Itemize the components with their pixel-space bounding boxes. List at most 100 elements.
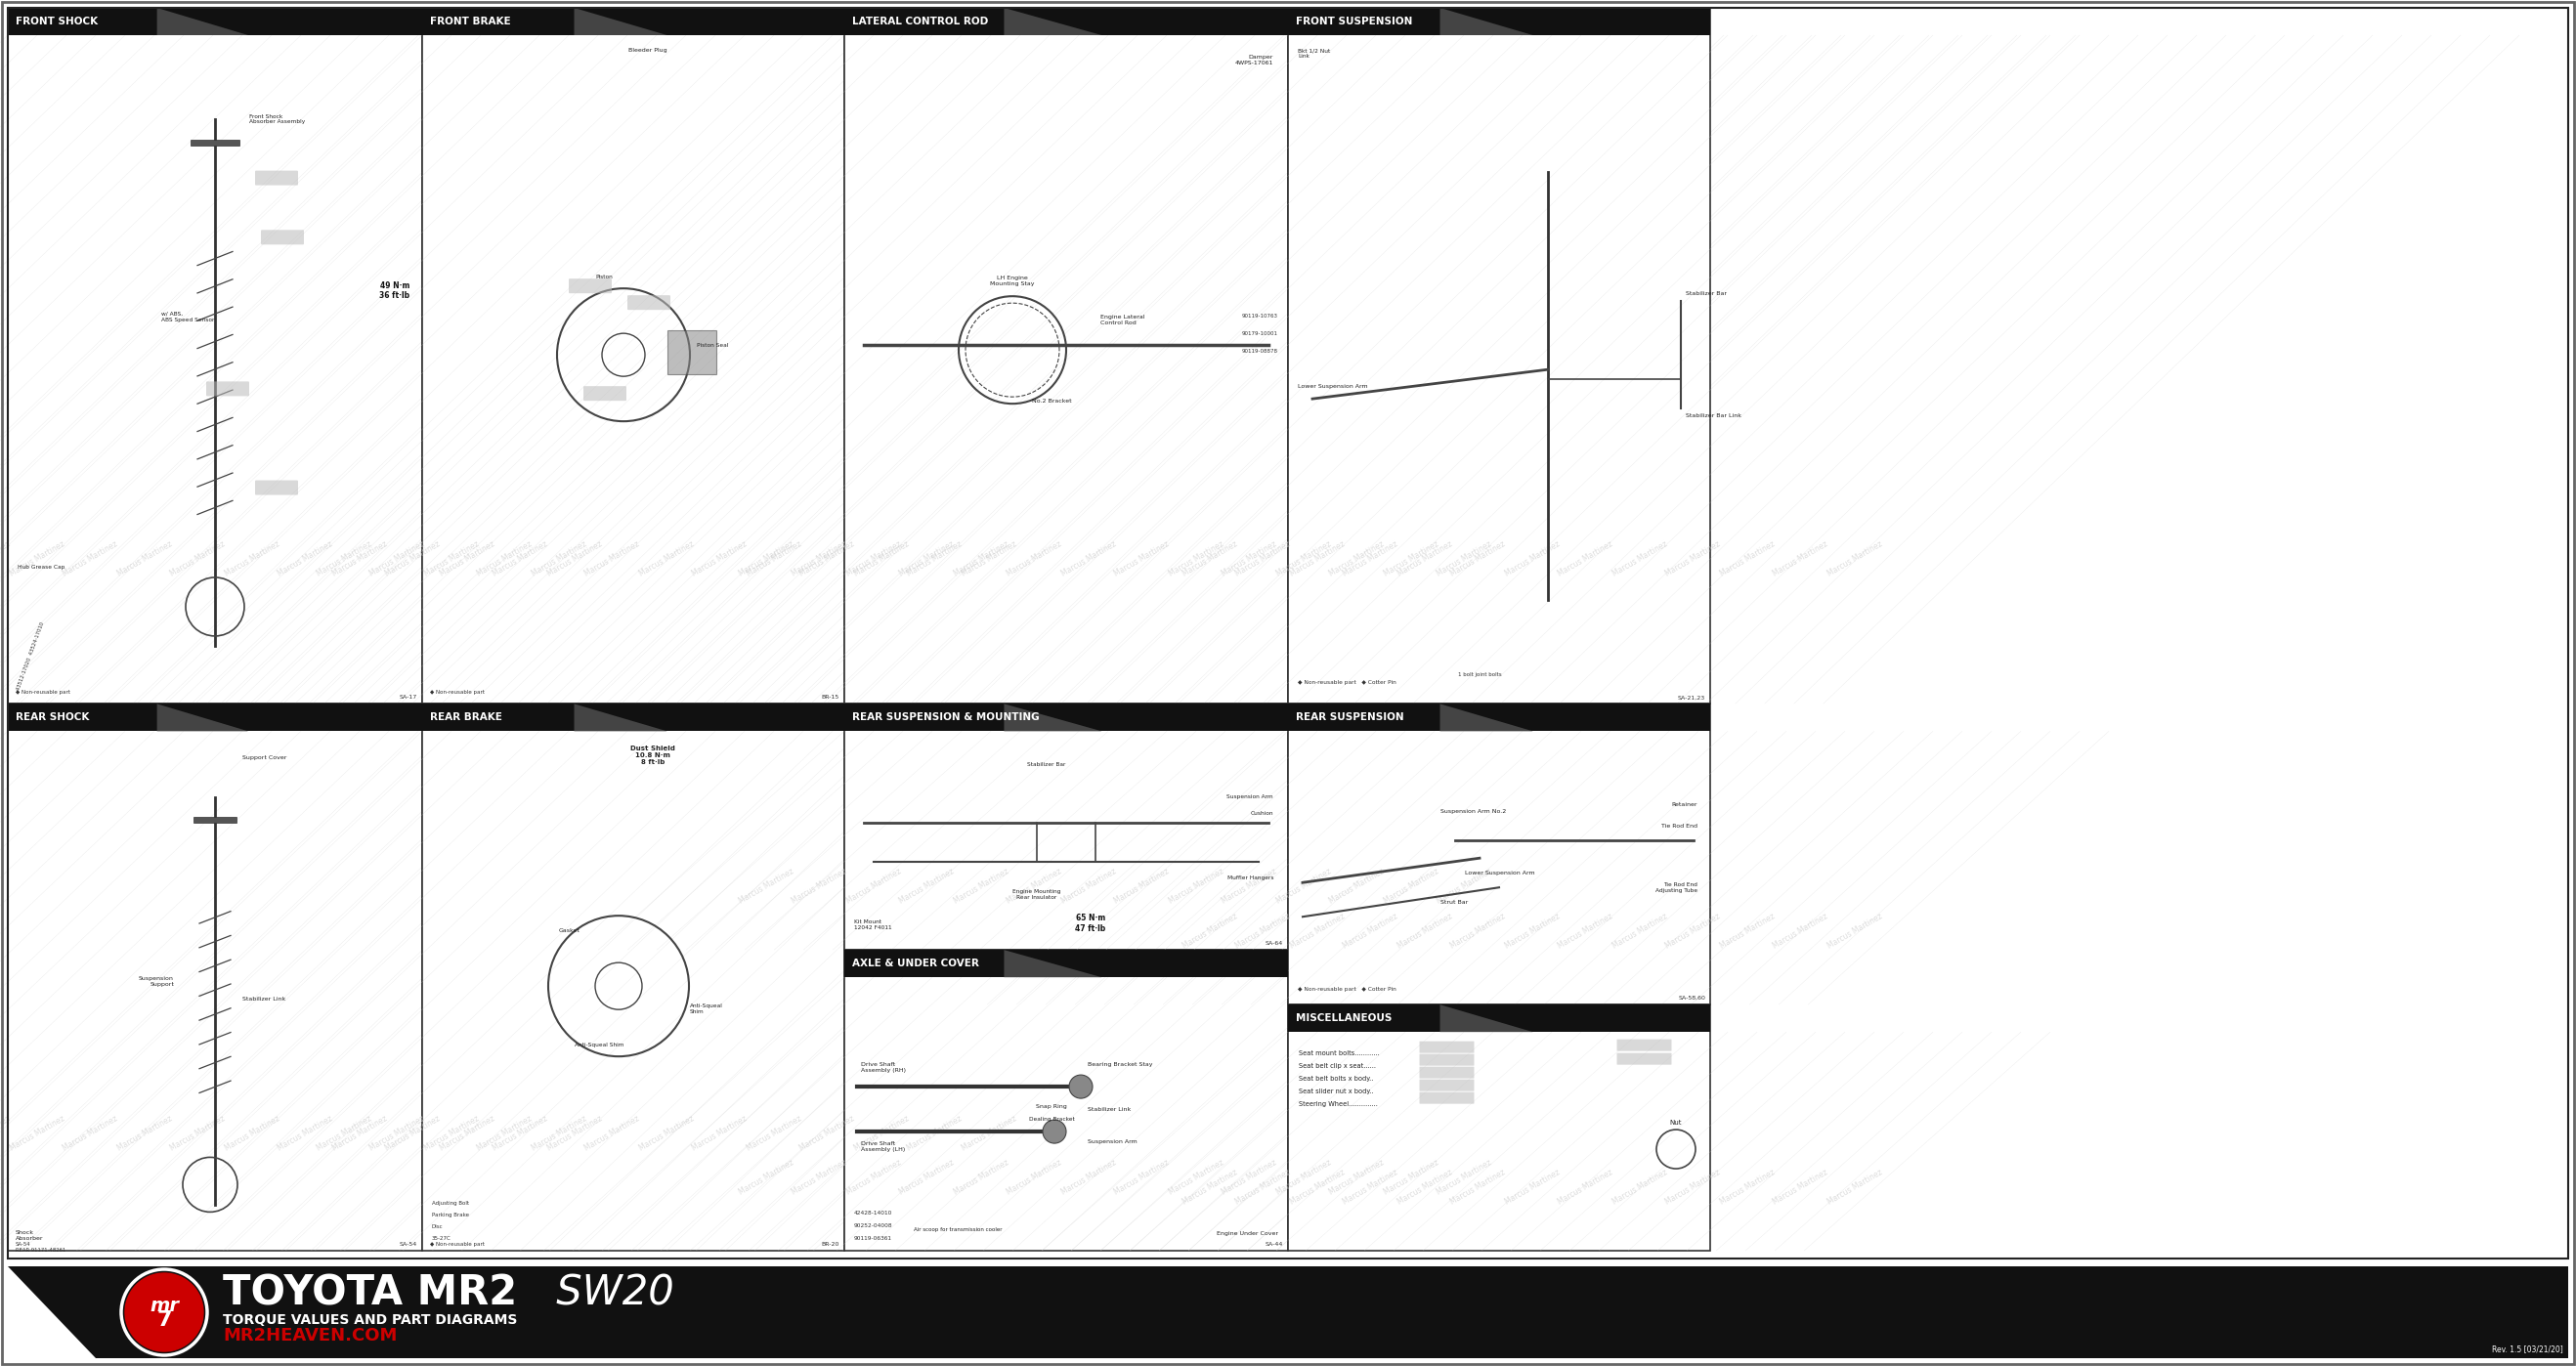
Text: Piston: Piston xyxy=(595,275,613,279)
Text: SA-54
REAR 91171-48261: SA-54 REAR 91171-48261 xyxy=(15,1242,67,1253)
Text: Marcus Martinez: Marcus Martinez xyxy=(1005,867,1064,906)
Text: Marcus Martinez: Marcus Martinez xyxy=(330,1113,389,1153)
Text: Marcus Martinez: Marcus Martinez xyxy=(222,1113,281,1153)
Text: Marcus Martinez: Marcus Martinez xyxy=(1288,540,1347,579)
Bar xyxy=(1288,8,1710,36)
Polygon shape xyxy=(574,8,667,36)
Text: Marcus Martinez: Marcus Martinez xyxy=(1221,867,1278,906)
Text: Bkt 1/2 Nut
Link: Bkt 1/2 Nut Link xyxy=(1298,48,1329,59)
Text: REAR BRAKE: REAR BRAKE xyxy=(430,713,502,723)
Bar xyxy=(422,8,845,703)
Text: Marcus Martinez: Marcus Martinez xyxy=(951,1158,1010,1197)
Text: Marcus Martinez: Marcus Martinez xyxy=(384,1113,443,1153)
Text: SA-44: SA-44 xyxy=(1265,1242,1283,1247)
Text: Seat slider nut x body..: Seat slider nut x body.. xyxy=(1298,1089,1373,1094)
Text: Marcus Martinez: Marcus Martinez xyxy=(1113,1158,1172,1197)
Text: Marcus Martinez: Marcus Martinez xyxy=(1718,912,1775,951)
Text: Parking Brake: Parking Brake xyxy=(433,1213,469,1217)
Text: Suspension
Support: Suspension Support xyxy=(139,975,175,986)
Text: Marcus Martinez: Marcus Martinez xyxy=(1167,1158,1226,1197)
Text: Gasket: Gasket xyxy=(559,928,580,933)
Text: Tie Rod End: Tie Rod End xyxy=(1662,824,1698,829)
Circle shape xyxy=(1043,1120,1066,1143)
FancyBboxPatch shape xyxy=(1419,1067,1473,1078)
Text: Marcus Martinez: Marcus Martinez xyxy=(845,867,902,906)
Text: Cushion: Cushion xyxy=(1249,811,1273,816)
Bar xyxy=(8,8,422,703)
Text: Marcus Martinez: Marcus Martinez xyxy=(276,1113,335,1153)
Text: Marcus Martinez: Marcus Martinez xyxy=(1664,1168,1723,1206)
Text: Shock
Absorber: Shock Absorber xyxy=(15,1231,44,1240)
Text: Drive Shaft
Assembly (RH): Drive Shaft Assembly (RH) xyxy=(860,1063,907,1072)
Text: 49 N·m
36 ft·lb: 49 N·m 36 ft·lb xyxy=(379,281,410,301)
Text: Marcus Martinez: Marcus Martinez xyxy=(314,540,374,579)
Text: Marcus Martinez: Marcus Martinez xyxy=(1275,1158,1332,1197)
Polygon shape xyxy=(1005,703,1103,731)
Text: Anti-Squeal
Shim: Anti-Squeal Shim xyxy=(690,1003,724,1014)
Text: Marcus Martinez: Marcus Martinez xyxy=(0,540,13,579)
Text: Lower Suspension Arm: Lower Suspension Arm xyxy=(1298,384,1368,389)
Text: Seat belt bolts x body..: Seat belt bolts x body.. xyxy=(1298,1076,1373,1082)
Text: 1 bolt joint bolts: 1 bolt joint bolts xyxy=(1458,672,1502,678)
Text: Retainer: Retainer xyxy=(1672,802,1698,807)
Text: SW20: SW20 xyxy=(544,1272,675,1313)
Text: Seat belt clip x seat......: Seat belt clip x seat...... xyxy=(1298,1063,1376,1070)
Text: Marcus Martinez: Marcus Martinez xyxy=(492,1113,549,1153)
Text: Marcus Martinez: Marcus Martinez xyxy=(1610,1168,1669,1206)
Text: Marcus Martinez: Marcus Martinez xyxy=(582,1113,641,1153)
Bar xyxy=(8,1266,2568,1358)
Text: Dealing Bracket: Dealing Bracket xyxy=(1028,1116,1074,1121)
Text: 90179-10001: 90179-10001 xyxy=(1242,331,1278,336)
Text: Marcus Martinez: Marcus Martinez xyxy=(1234,1168,1293,1206)
Text: Marcus Martinez: Marcus Martinez xyxy=(737,1158,796,1197)
Polygon shape xyxy=(1440,8,1533,36)
Circle shape xyxy=(1069,1075,1092,1098)
Text: Kit Mount
12042 F4011: Kit Mount 12042 F4011 xyxy=(855,919,891,930)
Bar xyxy=(193,817,237,822)
Text: Marcus Martinez: Marcus Martinez xyxy=(744,540,804,579)
Text: Engine Lateral
Control Rod: Engine Lateral Control Rod xyxy=(1100,316,1144,325)
Text: Damper
4WPS-17061: Damper 4WPS-17061 xyxy=(1234,55,1273,66)
Text: Marcus Martinez: Marcus Martinez xyxy=(116,1113,173,1153)
Text: Marcus Martinez: Marcus Martinez xyxy=(961,540,1018,579)
Text: Steering Wheel..............: Steering Wheel.............. xyxy=(1298,1101,1378,1108)
Text: Marcus Martinez: Marcus Martinez xyxy=(1502,1168,1561,1206)
Text: SA-64: SA-64 xyxy=(1265,941,1283,947)
Text: Marcus Martinez: Marcus Martinez xyxy=(1113,867,1172,906)
Text: Marcus Martinez: Marcus Martinez xyxy=(1288,1168,1347,1206)
Text: Adjusting Bolt: Adjusting Bolt xyxy=(433,1201,469,1206)
Bar xyxy=(8,8,422,36)
Text: Marcus Martinez: Marcus Martinez xyxy=(1167,867,1226,906)
Polygon shape xyxy=(1005,8,1103,36)
Text: Stabilizer Link: Stabilizer Link xyxy=(242,996,286,1001)
Text: Marcus Martinez: Marcus Martinez xyxy=(1275,540,1332,579)
Text: Marcus Martinez: Marcus Martinez xyxy=(951,540,1010,579)
Text: Marcus Martinez: Marcus Martinez xyxy=(1826,912,1883,951)
Text: Stabilizer Link: Stabilizer Link xyxy=(1087,1106,1131,1112)
Text: MR2HEAVEN.COM: MR2HEAVEN.COM xyxy=(222,1326,397,1344)
Text: ◆ Non-reusable part: ◆ Non-reusable part xyxy=(430,690,484,695)
FancyBboxPatch shape xyxy=(1419,1055,1473,1065)
Bar xyxy=(845,8,1288,703)
Text: MISCELLANEOUS: MISCELLANEOUS xyxy=(1296,1014,1391,1023)
Text: Marcus Martinez: Marcus Martinez xyxy=(1556,1168,1615,1206)
Text: REAR SUSPENSION: REAR SUSPENSION xyxy=(1296,713,1404,723)
Text: Marcus Martinez: Marcus Martinez xyxy=(1180,540,1239,579)
Text: Marcus Martinez: Marcus Martinez xyxy=(170,540,227,579)
Text: Marcus Martinez: Marcus Martinez xyxy=(899,1158,956,1197)
FancyBboxPatch shape xyxy=(582,387,626,400)
Text: Marcus Martinez: Marcus Martinez xyxy=(1329,1158,1386,1197)
Text: Marcus Martinez: Marcus Martinez xyxy=(330,540,389,579)
Text: Marcus Martinez: Marcus Martinez xyxy=(1288,912,1347,951)
Text: Marcus Martinez: Marcus Martinez xyxy=(1435,867,1494,906)
Text: BR-20: BR-20 xyxy=(822,1242,840,1247)
Text: Marcus Martinez: Marcus Martinez xyxy=(1059,540,1118,579)
Text: Marcus Martinez: Marcus Martinez xyxy=(744,1113,804,1153)
Text: Marcus Martinez: Marcus Martinez xyxy=(636,1113,696,1153)
Text: Marcus Martinez: Marcus Martinez xyxy=(8,540,67,579)
Text: Stabilizer Bar: Stabilizer Bar xyxy=(1028,762,1066,768)
Text: REAR SHOCK: REAR SHOCK xyxy=(15,713,90,723)
Text: Marcus Martinez: Marcus Martinez xyxy=(1610,912,1669,951)
Text: Marcus Martinez: Marcus Martinez xyxy=(1826,1168,1883,1206)
Text: Marcus Martinez: Marcus Martinez xyxy=(961,1113,1018,1153)
